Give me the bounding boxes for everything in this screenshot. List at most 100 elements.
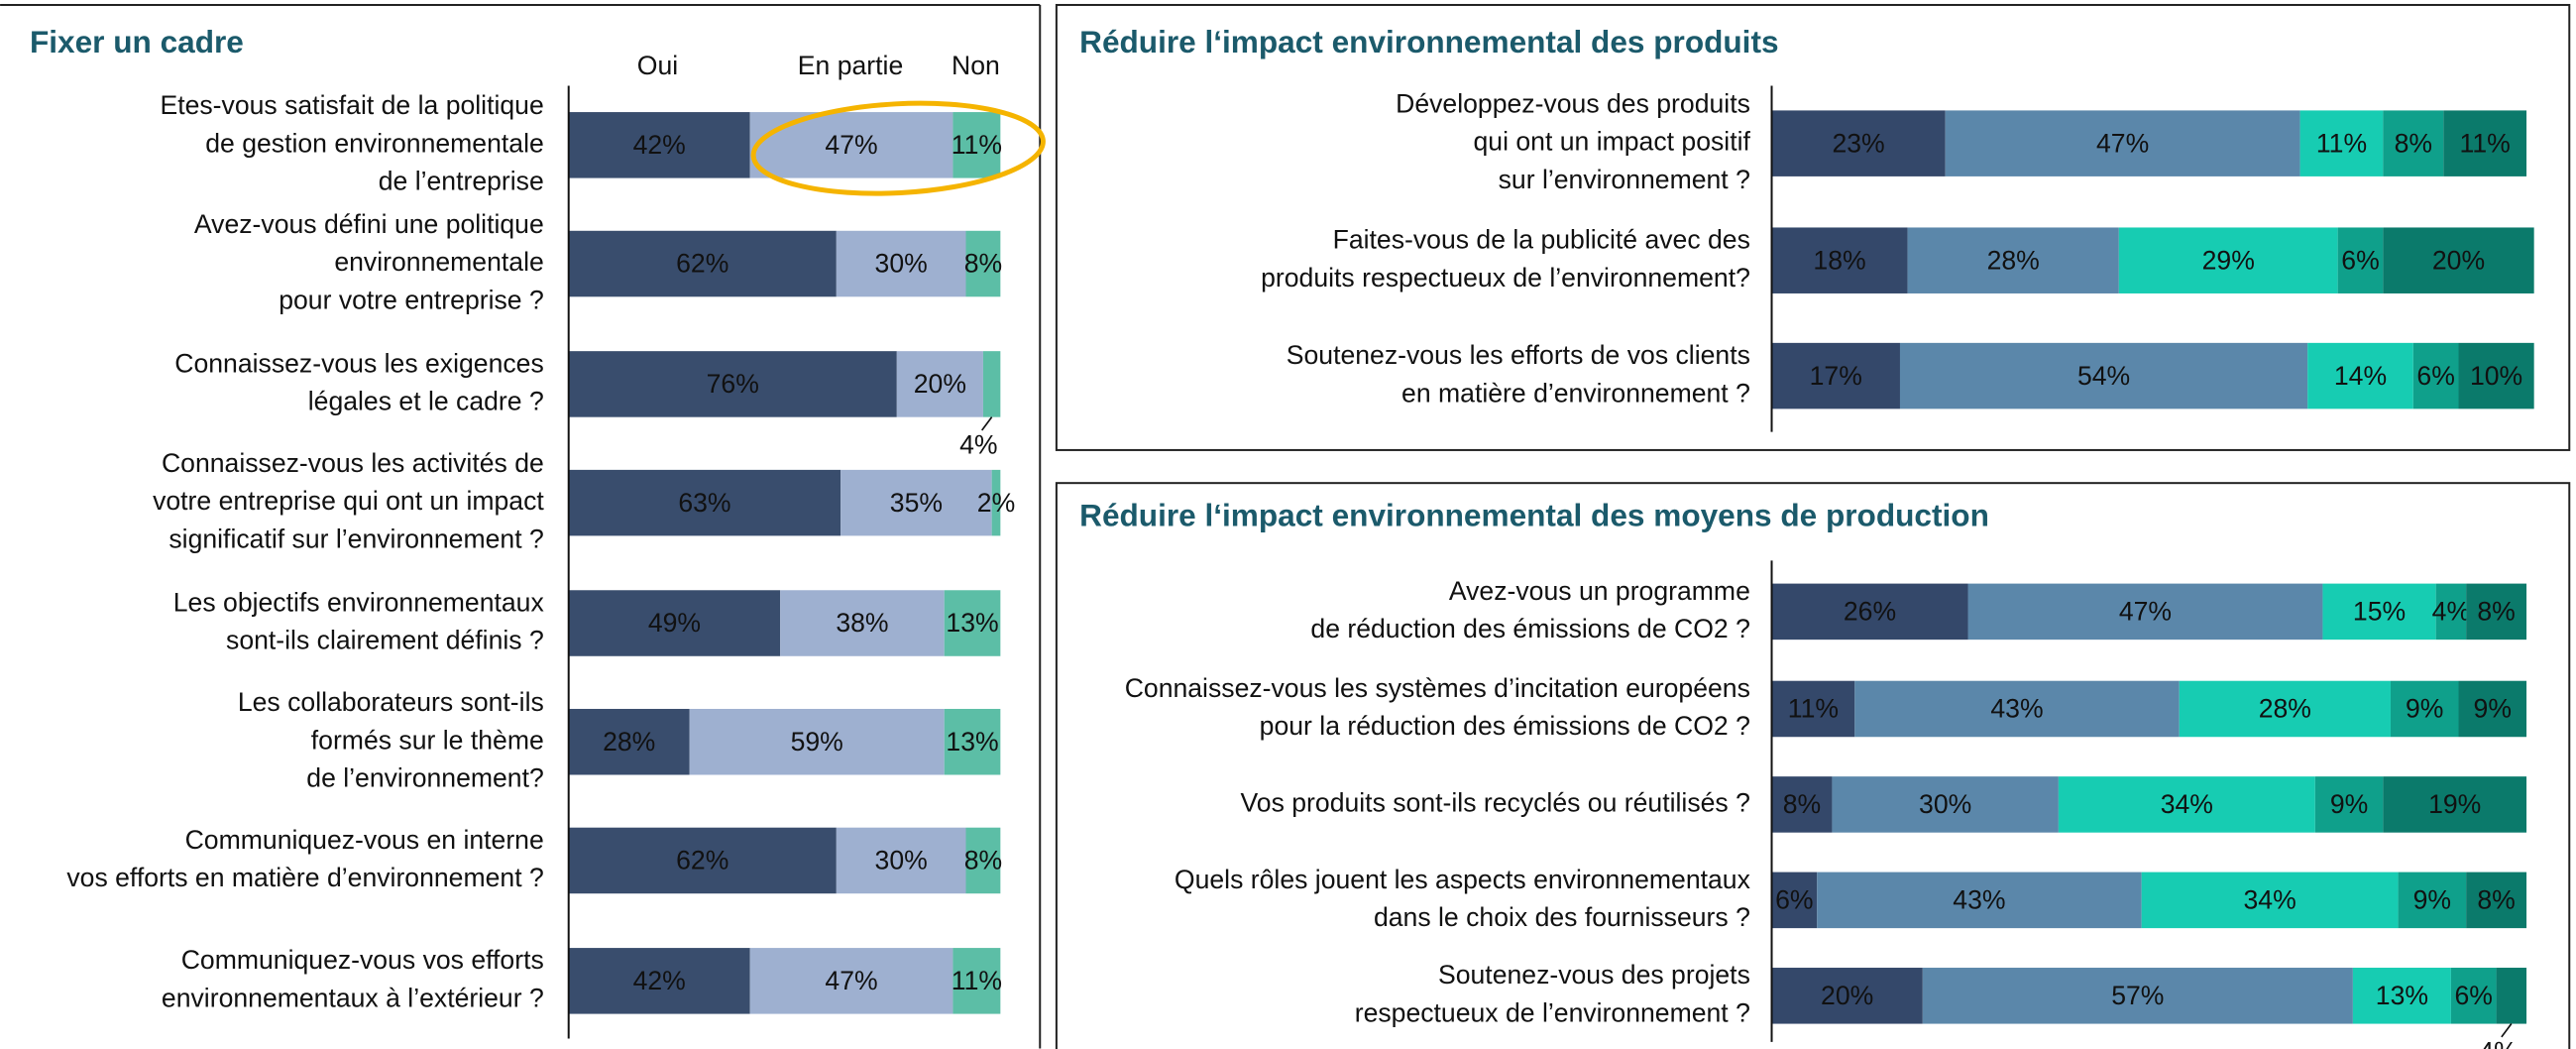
bar-segment [568,469,841,536]
value-label: 8% [964,846,1002,875]
value-label: 11% [2316,128,2367,158]
value-label: 8% [1783,789,1821,819]
value-label: 4% [2432,597,2470,627]
bar-segment [568,948,750,1014]
category-label: Quels rôles jouent les aspects environne… [1175,865,1751,894]
leader-line [980,416,993,431]
value-label: 11% [2460,128,2511,158]
bar-segment [749,948,953,1014]
value-label: 47% [825,966,877,995]
category-label: Avez-vous un programme [1449,576,1750,606]
category-label: Connaissez-vous les activités de [162,448,544,478]
bar-segment [2458,680,2527,738]
bar-segment [1771,110,1946,176]
value-label: 30% [875,249,928,279]
bar-segment [836,827,966,894]
value-label: 18% [1813,245,1865,275]
category-label: Développez-vous des produits [1396,88,1750,118]
bar-segment [2390,680,2459,738]
value-label: 28% [603,727,655,757]
panel-border [1055,482,2571,1049]
bar-segment [1817,872,2142,929]
bar-segment [1771,583,1968,641]
value-label: 11% [952,966,1002,995]
value-label: 30% [875,846,928,875]
category-label: Connaissez-vous les systèmes d’incitatio… [1125,673,1750,703]
value-label: 15% [2353,597,2406,627]
category-label: Communiquez-vous vos efforts [181,945,544,975]
value-label: 47% [825,130,877,160]
bar-segment [952,112,1001,178]
value-label: 42% [633,130,686,160]
category-label: respectueux de l’environnement ? [1355,997,1750,1027]
category-label: formés sur le thème [311,725,544,755]
value-label: 13% [2376,981,2428,1010]
value-label: 8% [2477,885,2515,915]
chart-title: Réduire l‘impact environnemental des pro… [1079,24,1778,59]
category-label: produits respectueux de l’environnement? [1261,263,1750,292]
value-label: 34% [2161,789,2213,819]
bar-segment [2412,342,2459,409]
bar-segment [2383,227,2534,293]
panel-border [1055,3,2571,451]
bar-segment [1771,227,1908,293]
category-label: sont-ils clairement définis ? [226,626,544,655]
value-label: 20% [2432,245,2485,275]
value-label: 11% [1788,694,1839,724]
value-label: 20% [1821,981,1873,1010]
value-label: 47% [2096,128,2149,158]
legend-label: Oui [637,51,678,80]
value-label: 8% [964,249,1002,279]
bar-segment [2141,872,2399,929]
value-label: 42% [633,966,686,995]
bar-segment [568,708,690,775]
category-label: légales et le cadre ? [308,387,544,416]
bar-segment [836,230,966,297]
value-label: 30% [1919,789,1971,819]
category-label: de l’environnement? [306,763,544,793]
category-label: sur l’environnement ? [1499,165,1750,194]
bar-segment [568,827,837,894]
value-label: 59% [791,727,843,757]
bar-segment [2466,872,2527,929]
bar-segment [1771,968,1923,1024]
bar-segment [944,590,1001,656]
bar-segment [952,948,1001,1014]
bar-segment [840,469,992,536]
bar-segment [982,351,1001,417]
bar-segment [2314,776,2384,833]
category-label: de gestion environnementale [205,128,544,158]
value-label: 63% [678,488,730,518]
bar-segment [1967,583,2323,641]
bar-segment [2398,872,2467,929]
value-label: 43% [1953,885,2005,915]
bar-segment [2435,583,2467,641]
bar-segment [1771,680,1855,738]
bar-segment [1945,110,2300,176]
value-label: 13% [946,727,998,757]
value-label: 2% [977,488,1015,518]
value-label: 49% [648,608,701,638]
bar-segment [689,708,945,775]
bar-segment [1771,342,1900,409]
bar-segment [896,351,983,417]
category-label: Soutenez-vous les efforts de vos clients [1287,340,1750,370]
category-label: dans le choix des fournisseurs ? [1374,902,1750,932]
value-label: 6% [1775,885,1813,915]
bar-segment [2337,227,2384,293]
bar-segment [1854,680,2180,738]
bar-segment [2307,342,2413,409]
category-label: qui ont un impact positif [1474,127,1751,157]
category-label: Faites-vous de la publicité avec des [1333,225,1750,255]
chart-title: Réduire l‘impact environnemental des moy… [1079,497,1989,532]
value-label: 11% [952,130,1002,160]
category-label: Les objectifs environnementaux [173,587,545,617]
value-label: 6% [2455,981,2493,1010]
value-label: 8% [2395,128,2432,158]
bar-segment [2352,968,2451,1024]
value-label: 35% [890,488,943,518]
value-label: 28% [1987,245,2040,275]
category-label: Avez-vous défini une politique [194,209,544,239]
bar-segment [749,112,953,178]
